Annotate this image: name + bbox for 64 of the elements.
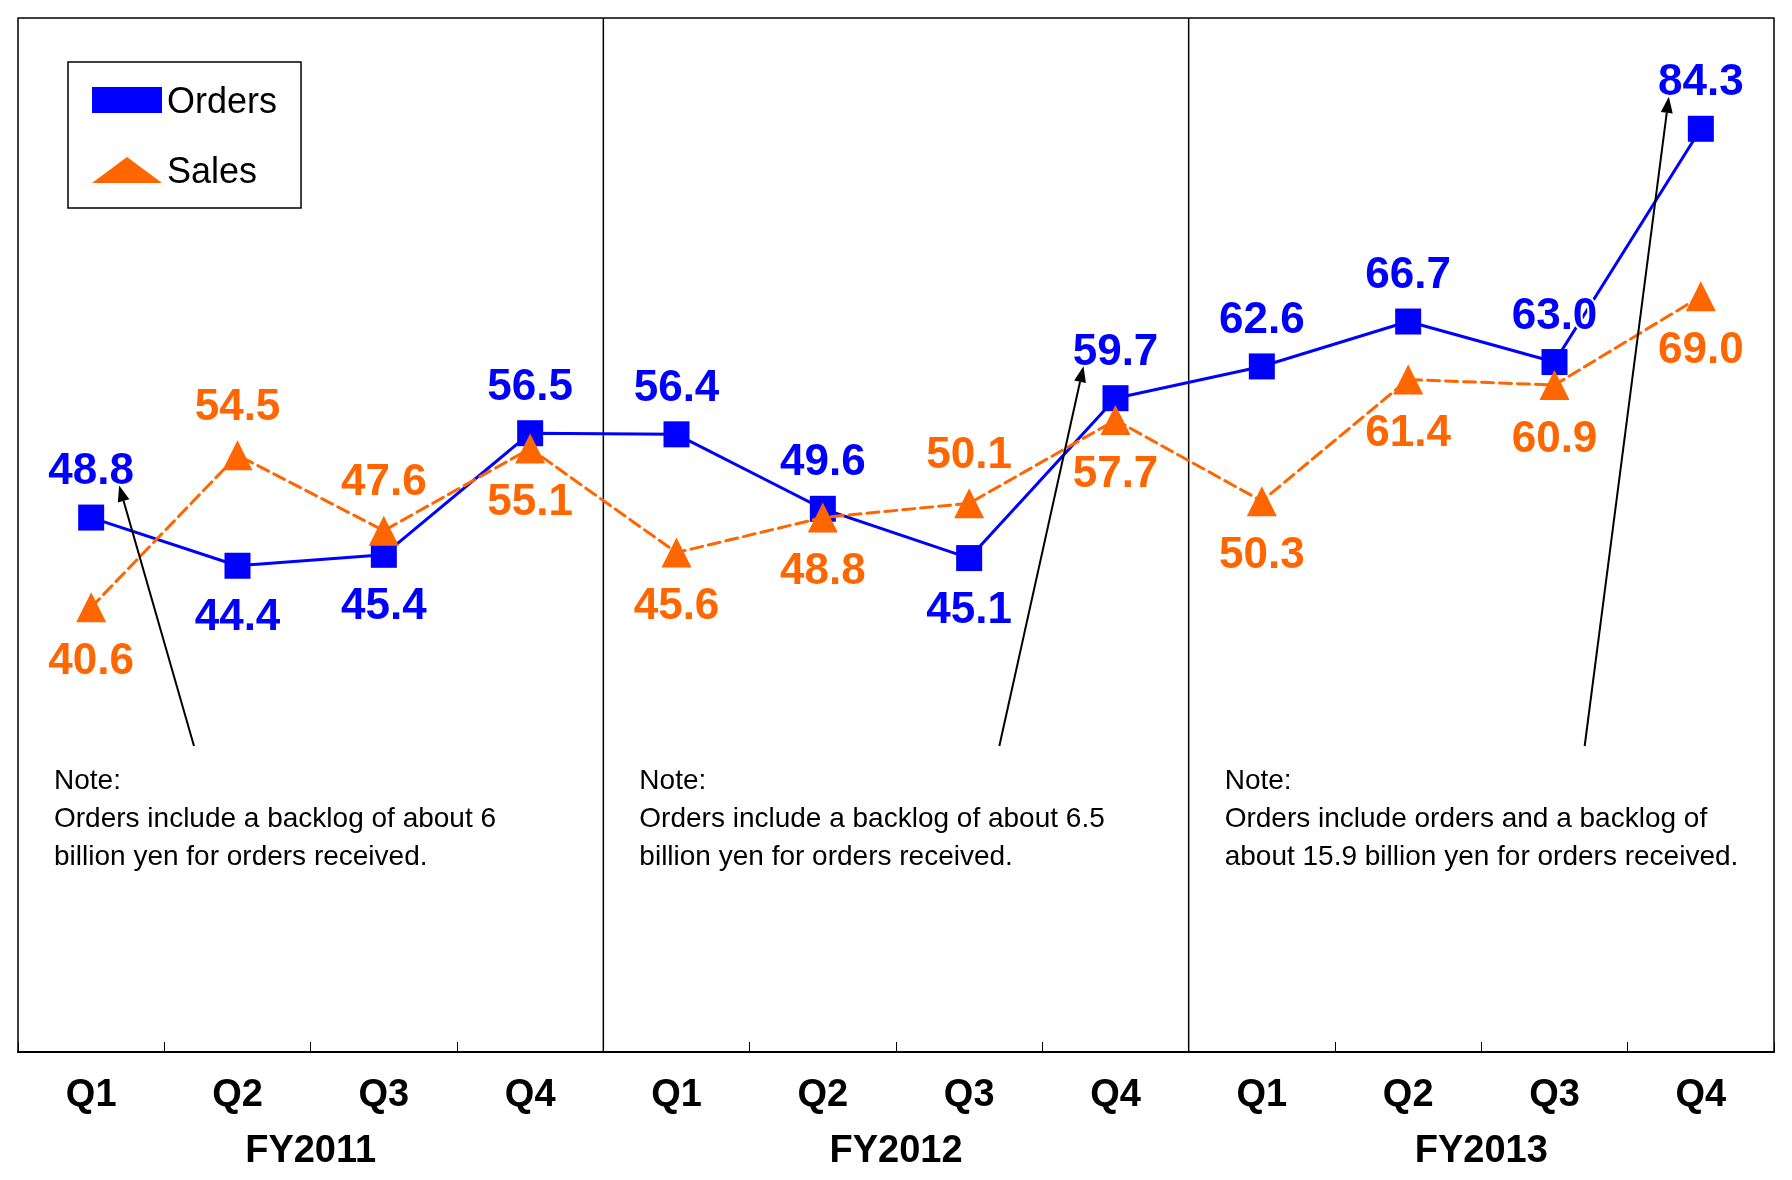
x-tick-label: Q3 <box>358 1072 410 1114</box>
x-tick-label: Q1 <box>1236 1072 1288 1114</box>
data-label: 66.7 <box>1365 248 1451 298</box>
data-label: 45.4 <box>341 579 428 629</box>
point <box>1102 385 1129 412</box>
x-tick-label: Q2 <box>797 1072 849 1114</box>
data-label: 59.7 <box>1072 324 1159 374</box>
data-label: 48.8 <box>48 444 134 494</box>
x-tick-label: Q2 <box>212 1072 263 1114</box>
x-tick-label: Q1 <box>651 1072 702 1114</box>
data-label: 45.1 <box>926 582 1012 632</box>
x-tick-label: Q2 <box>1382 1072 1434 1114</box>
point <box>956 545 983 572</box>
point <box>1541 349 1568 376</box>
data-label: 48.8 <box>780 544 866 594</box>
data-label: 49.6 <box>780 435 866 485</box>
x-tick-label: Q1 <box>65 1072 117 1114</box>
text: Note: Orders include a backlog of about 6 billion yen for orders received. <box>54 763 504 871</box>
point <box>1246 486 1277 517</box>
data-label: 44.4 <box>194 590 281 640</box>
text: FY2012 <box>829 1128 963 1170</box>
x-tick-label: Q4 <box>1090 1072 1141 1114</box>
data-label: 50.3 <box>1219 527 1305 577</box>
x-tick-label: Q4 <box>1675 1072 1727 1114</box>
text: Note: Orders include orders and a backlog of about 15.9 billion yen for orders received. <box>1224 763 1739 871</box>
point <box>663 421 690 448</box>
point <box>1395 308 1422 335</box>
legend-label: Orders <box>167 79 278 121</box>
point <box>1100 405 1131 436</box>
point <box>807 502 838 533</box>
data-label: 40.6 <box>48 633 134 683</box>
legend-label: Sales <box>167 149 258 191</box>
text: FY2011 <box>245 1128 377 1170</box>
x-tick-label: Q4 <box>504 1072 556 1114</box>
point <box>1539 370 1570 401</box>
point <box>515 433 546 464</box>
data-label: 69.0 <box>1658 322 1744 372</box>
text: Note: Orders include a backlog of about 6.5 billion yen for orders received. <box>639 763 1113 871</box>
data-label: 45.6 <box>633 579 720 629</box>
x-tick-label: Q3 <box>1529 1072 1580 1114</box>
point <box>1393 364 1424 395</box>
text: FY2013 <box>1414 1128 1548 1170</box>
data-label: 61.4 <box>1365 406 1452 456</box>
data-label: 56.4 <box>633 360 720 410</box>
data-label: 56.5 <box>487 359 573 409</box>
point <box>661 537 692 568</box>
data-label: 62.6 <box>1219 292 1305 342</box>
point <box>224 552 251 579</box>
data-label: 57.7 <box>1072 446 1159 496</box>
point <box>78 504 105 531</box>
point <box>368 515 399 546</box>
data-label: 47.6 <box>341 455 427 505</box>
data-label: 60.9 <box>1511 411 1598 461</box>
point <box>1248 353 1275 380</box>
data-label: 54.5 <box>194 379 281 429</box>
data-label: 84.3 <box>1658 55 1744 105</box>
point <box>1685 281 1716 312</box>
point <box>76 592 107 623</box>
point <box>1687 115 1714 142</box>
point <box>954 488 985 519</box>
data-label: 50.1 <box>926 427 1012 477</box>
data-label: 55.1 <box>487 475 573 525</box>
x-tick-label: Q3 <box>943 1072 995 1114</box>
point <box>222 440 253 471</box>
